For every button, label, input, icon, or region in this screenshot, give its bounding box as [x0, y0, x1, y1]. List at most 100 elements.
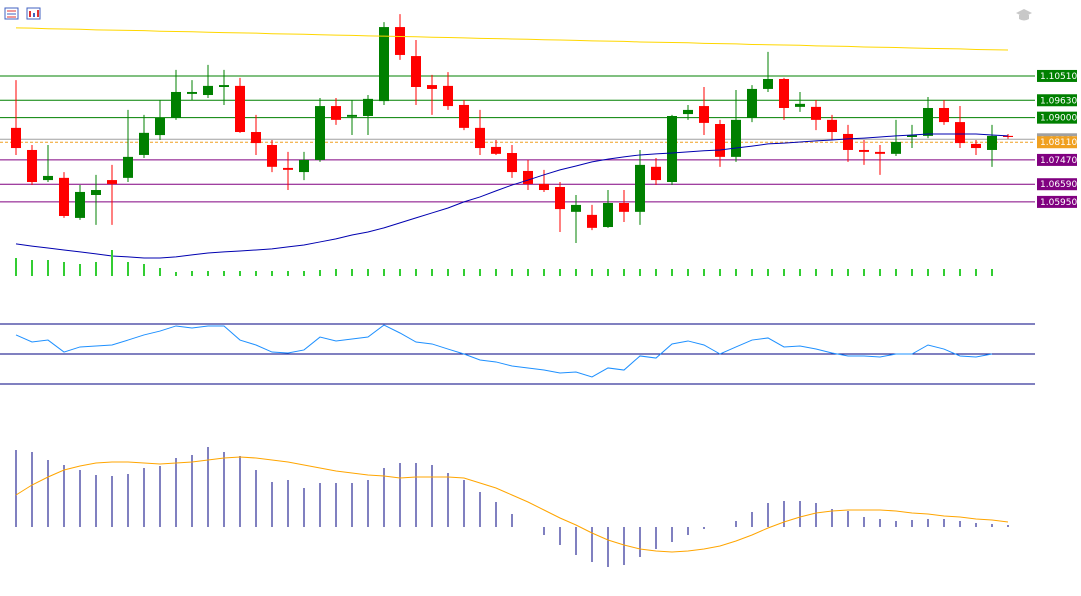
candle-body: [139, 132, 149, 155]
bar: [703, 269, 705, 276]
bar: [255, 470, 257, 527]
bar: [639, 269, 641, 276]
bar: [479, 492, 481, 527]
bar: [335, 269, 337, 276]
candle-body: [219, 85, 229, 87]
candle-body: [683, 109, 693, 115]
bar: [319, 483, 321, 527]
candle-body: [411, 56, 421, 87]
bar: [207, 447, 209, 527]
bar: [143, 264, 145, 276]
bar: [623, 269, 625, 276]
candle-body: [651, 166, 661, 181]
price-label-box: [1037, 94, 1077, 107]
bar: [879, 269, 881, 276]
bar: [63, 262, 65, 276]
price-label: 1.09000: [1040, 114, 1077, 124]
bar: [383, 468, 385, 527]
bar: [543, 527, 545, 535]
bar: [927, 269, 929, 276]
bar: [399, 269, 401, 276]
bar: [943, 269, 945, 276]
bar: [367, 269, 369, 276]
bar: [111, 476, 113, 527]
price-label: 1.07470: [1040, 156, 1077, 166]
bar: [399, 463, 401, 527]
bar: [47, 460, 49, 527]
price-label: 1.05950: [1040, 198, 1077, 208]
bar: [31, 260, 33, 276]
candle-body: [699, 106, 709, 123]
bar: [63, 465, 65, 527]
academy-icon-base: [1019, 15, 1029, 21]
candle-body: [475, 127, 485, 149]
bar: [511, 269, 513, 276]
bar: [431, 269, 433, 276]
bar: [783, 269, 785, 276]
bar: [687, 269, 689, 276]
candle-body: [859, 149, 869, 152]
candle-body: [587, 214, 597, 228]
bar: [591, 269, 593, 276]
bar: [111, 250, 113, 276]
candle-body: [315, 106, 325, 160]
candle-body: [523, 170, 533, 184]
bar: [335, 483, 337, 527]
bar: [287, 480, 289, 527]
bar: [287, 271, 289, 276]
bar: [735, 269, 737, 276]
candle-body: [571, 204, 581, 212]
bar: [191, 271, 193, 276]
candle-body: [459, 104, 469, 128]
bar: [863, 269, 865, 276]
bar: [559, 269, 561, 276]
bar: [159, 466, 161, 527]
bar: [575, 527, 577, 555]
bar: [559, 527, 561, 545]
bar: [223, 452, 225, 527]
bar: [991, 269, 993, 276]
bar: [607, 527, 609, 567]
candle-body: [619, 203, 629, 212]
candle-body: [987, 135, 997, 150]
candle-body: [171, 91, 181, 118]
candle-body: [763, 78, 773, 89]
candle-body: [251, 132, 261, 144]
bar: [79, 264, 81, 276]
candle-body: [443, 85, 453, 107]
candle-body: [187, 91, 197, 94]
bar: [799, 501, 801, 527]
bar: [671, 527, 673, 542]
bar: [79, 470, 81, 527]
bar: [623, 527, 625, 565]
bar: [271, 482, 273, 527]
bar: [95, 475, 97, 527]
candle-body: [603, 203, 613, 228]
bar: [815, 269, 817, 276]
candle-body: [27, 149, 37, 183]
bar: [911, 269, 913, 276]
bar: [847, 511, 849, 527]
candle-body: [955, 122, 965, 144]
price-label: 1.10510: [1040, 72, 1077, 82]
candle-body: [923, 107, 933, 136]
bar: [959, 269, 961, 276]
price-label: 1.06590: [1040, 180, 1077, 190]
series-line: [15, 456, 1009, 553]
indicator-line: [15, 324, 993, 378]
bar: [511, 514, 513, 527]
bar: [943, 519, 945, 527]
candle-body: [875, 151, 885, 154]
candle-body: [491, 146, 501, 154]
candle-body: [715, 124, 725, 157]
candle-body: [507, 153, 517, 173]
price-label-box: [1037, 111, 1077, 124]
bar: [495, 269, 497, 276]
candle-body: [235, 85, 245, 133]
toolbar-icons: [4, 7, 1032, 21]
candle-body: [971, 143, 981, 149]
bar: [735, 521, 737, 527]
bar: [431, 465, 433, 527]
bar: [815, 503, 817, 527]
